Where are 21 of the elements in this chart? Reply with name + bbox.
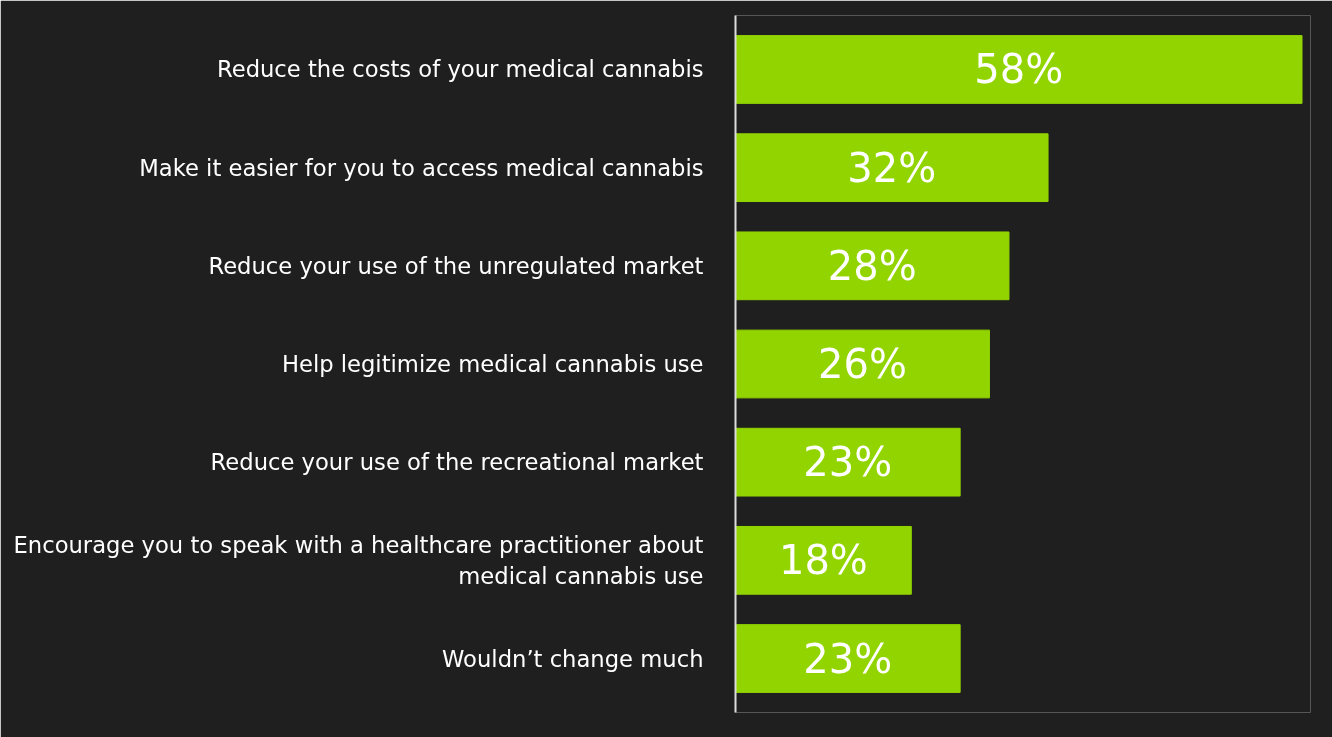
data-label: 23% bbox=[803, 439, 893, 486]
bar bbox=[735, 624, 961, 693]
bar bbox=[735, 133, 1049, 203]
data-label: 23% bbox=[803, 635, 893, 682]
bar bbox=[735, 525, 912, 595]
bar bbox=[735, 427, 961, 497]
data-label: 32% bbox=[847, 144, 937, 191]
y-tick-label: Reduce your use of the unregulated market bbox=[208, 252, 704, 279]
bar bbox=[735, 329, 990, 399]
y-tick-label: Help legitimize medical cannabis use bbox=[281, 351, 704, 377]
y-tick-label: Wouldn’t change much bbox=[442, 645, 704, 672]
y-tick-label: Reduce the costs of your medical cannabis bbox=[216, 56, 704, 83]
data-label: 58% bbox=[974, 46, 1064, 93]
y-tick-label: Make it easier for you to access medical cannabis bbox=[139, 154, 704, 181]
bar bbox=[735, 231, 1010, 301]
data-label: 26% bbox=[818, 341, 907, 387]
bar bbox=[735, 35, 1303, 104]
y-tick-label: Encourage you to speak with a healthcare practitioner about medical cannabis use bbox=[13, 531, 704, 589]
data-label: 28% bbox=[827, 242, 917, 289]
y-tick-label: Reduce your use of the recreational market bbox=[210, 449, 704, 476]
data-label: 18% bbox=[778, 537, 868, 584]
